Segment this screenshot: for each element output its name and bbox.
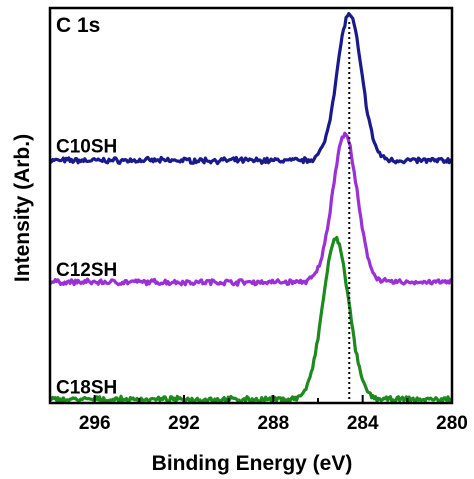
y-axis-title: Intensity (Arb.): [11, 134, 34, 282]
series-line-c10sh: [49, 12, 454, 166]
x-tick-label: 292: [168, 413, 200, 434]
x-tick-label: 296: [79, 413, 111, 434]
series-label-c12sh: C12SH: [56, 260, 117, 281]
series-line-c12sh: [48, 131, 454, 287]
x-tick-label: 280: [436, 413, 468, 434]
series-traces: [48, 12, 454, 404]
x-axis-title: Binding Energy (eV): [152, 452, 353, 475]
series-label-c10sh: C10SH: [56, 136, 117, 157]
x-tick-label: 288: [257, 413, 289, 434]
x-axis-ticks: 296 292 288 284 280: [49, 395, 468, 434]
series-line-c18sh: [49, 235, 453, 404]
plot-frame: [48, 6, 454, 405]
series-labels: C10SH C12SH C18SH: [56, 136, 117, 398]
x-tick-label: 284: [347, 413, 379, 434]
panel-label: C 1s: [56, 14, 100, 37]
series-label-c18sh: C18SH: [56, 377, 117, 398]
